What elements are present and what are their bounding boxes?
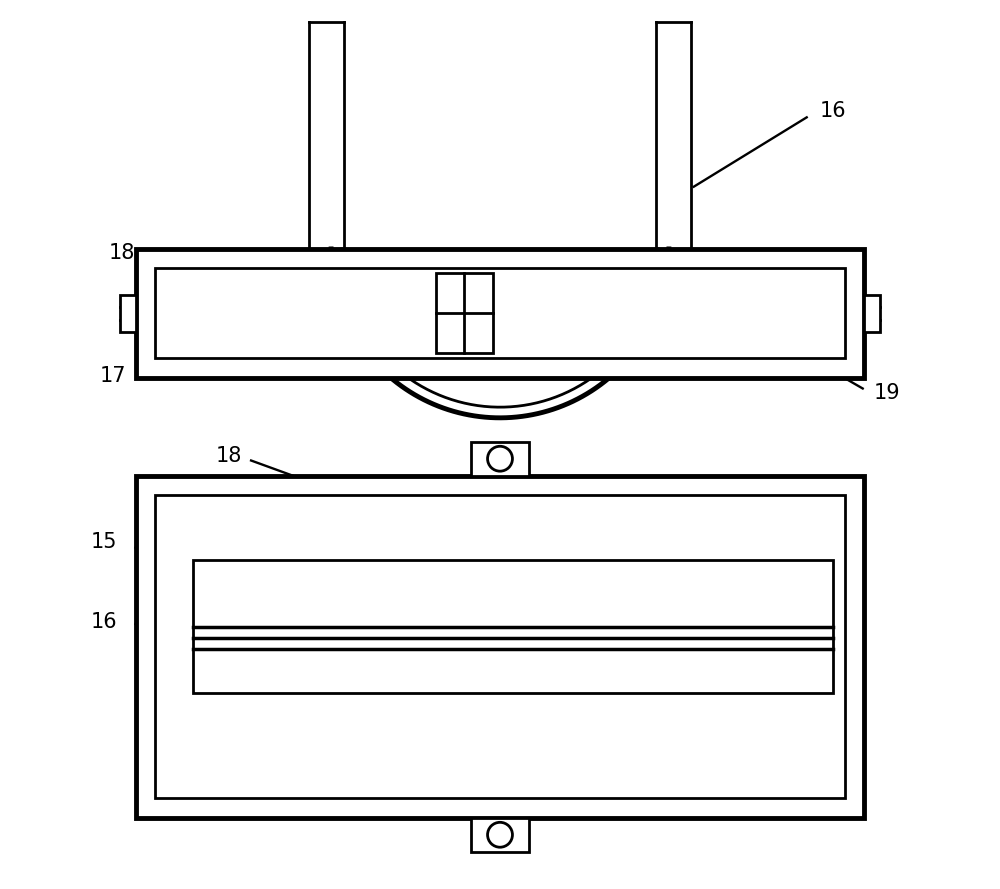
Bar bbox=[155, 495, 845, 798]
Text: 18: 18 bbox=[109, 244, 135, 263]
Bar bbox=[155, 268, 845, 358]
Text: 18: 18 bbox=[216, 446, 242, 466]
Text: 17: 17 bbox=[100, 366, 127, 386]
Bar bbox=[193, 560, 833, 693]
Bar bbox=[471, 818, 529, 852]
Bar bbox=[436, 273, 493, 353]
Text: 16: 16 bbox=[820, 101, 847, 121]
Text: 15: 15 bbox=[91, 533, 118, 552]
Bar bbox=[864, 294, 880, 332]
Bar bbox=[136, 249, 864, 378]
Bar bbox=[120, 294, 136, 332]
Bar bbox=[471, 442, 529, 476]
Text: 19: 19 bbox=[873, 383, 900, 403]
Text: 16: 16 bbox=[91, 613, 118, 632]
Bar bbox=[136, 476, 864, 818]
